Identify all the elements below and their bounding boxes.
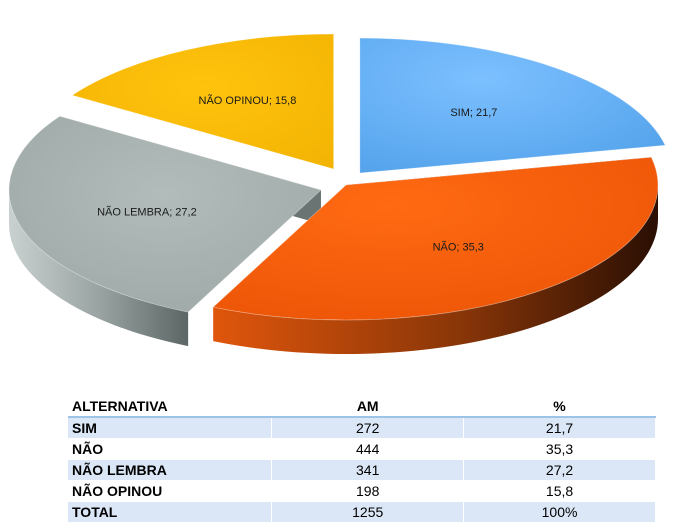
- total-label: TOTAL: [68, 501, 273, 523]
- slice-tops: [8, 33, 666, 321]
- header-alternativa: ALTERNATIVA: [68, 396, 272, 418]
- slice-nao: [212, 156, 659, 321]
- table-row: SIM 272 21,7: [68, 417, 656, 439]
- slice-label-nao: NÃO; 35,3: [433, 240, 484, 253]
- data-table: ALTERNATIVA AM % SIM 272 21,7 NÃO 444 35,3 NÃO…: [68, 396, 656, 523]
- header-am: AM: [271, 396, 464, 418]
- table-row: NÃO 444 35,3: [68, 438, 656, 460]
- cell-am: 272: [271, 417, 465, 439]
- table-row: NÃO LEMBRA 341 27,2: [68, 459, 656, 481]
- cell-alternativa: NÃO: [68, 438, 273, 460]
- pie-chart: SIM; 21,7 NÃO; 35,3 NÃO LEMBRA; 27,2 NÃO OP…: [8, 33, 666, 354]
- slice-labels: SIM; 21,7 NÃO; 35,3 NÃO LEMBRA; 27,2 NÃO OP…: [97, 94, 497, 253]
- header-percent: %: [463, 396, 656, 418]
- slice-label-sim: SIM; 21,7: [450, 107, 497, 119]
- table-header-row: ALTERNATIVA AM %: [68, 396, 656, 418]
- slice-side-nao: [213, 185, 658, 354]
- cell-am: 444: [271, 438, 465, 460]
- cell-am: 198: [271, 480, 465, 502]
- cell-percent: 35,3: [463, 438, 656, 460]
- slice-label-nao-opinou: NÃO OPINOU; 15,8: [199, 94, 297, 107]
- slice-nao-opinou: [71, 33, 335, 170]
- total-am: 1255: [271, 501, 465, 523]
- cell-am: 341: [271, 459, 465, 481]
- table-body: SIM 272 21,7 NÃO 444 35,3 NÃO LEMBRA 341 27,2 NÃO…: [68, 417, 656, 502]
- cell-percent: 27,2: [463, 459, 656, 481]
- table-row: NÃO OPINOU 198 15,8: [68, 480, 656, 502]
- cell-percent: 21,7: [463, 417, 656, 439]
- table-total-row: TOTAL 1255 100%: [68, 501, 656, 523]
- slice-label-nao-lembra: NÃO LEMBRA; 27,2: [97, 205, 197, 218]
- slice-side-nao-lembra: [8, 189, 189, 347]
- cell-percent: 15,8: [463, 480, 656, 502]
- slice-sim: [359, 37, 666, 174]
- slice-nao-lembra: [8, 115, 322, 313]
- cell-alternativa: NÃO LEMBRA: [68, 459, 273, 481]
- total-percent: 100%: [463, 501, 656, 523]
- cell-alternativa: NÃO OPINOU: [68, 480, 273, 502]
- cell-alternativa: SIM: [68, 417, 273, 439]
